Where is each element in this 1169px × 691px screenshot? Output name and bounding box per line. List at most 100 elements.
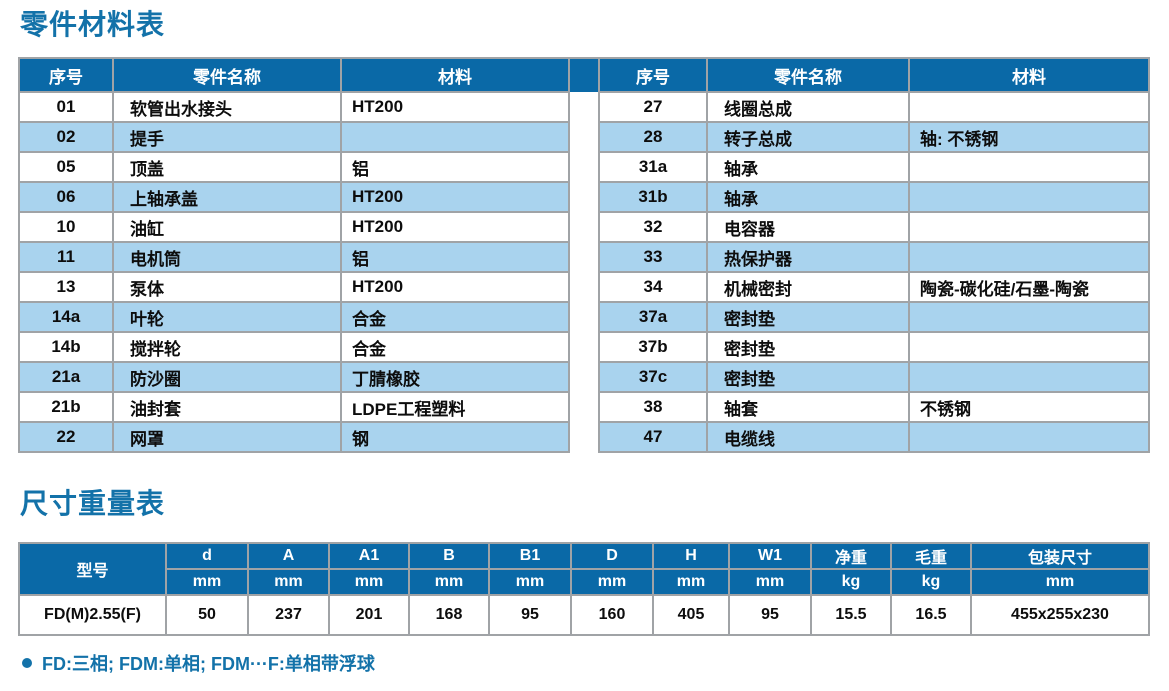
part-no: 06 [18,181,114,213]
dims-col-unit: mm [408,568,490,596]
part-name: 软管出水接头 [112,91,342,123]
part-name: 网罩 [112,421,342,453]
part-name: 轴套 [706,391,910,423]
model-cell: FD(M)2.55(F) [18,594,167,636]
table-row: 11 电机筒铝 33 热保护器 [18,241,1150,273]
part-name: 叶轮 [112,301,342,333]
part-material [908,181,1150,213]
part-material: 陶瓷-碳化硅/石墨-陶瓷 [908,271,1150,303]
dims-col-unit: kg [890,568,972,596]
part-no: 31a [598,151,708,183]
table-row: 14b 搅拌轮 合金 37b 密封垫 [18,331,1150,363]
dims-col-label: H [652,542,730,570]
table-row: 13 泵体 HT200 34 机械密封 陶瓷-碳化硅/石墨-陶瓷 [18,271,1150,303]
value-cell: 405 [652,594,730,636]
part-name: 线圈总成 [706,91,910,123]
dimensions-table-title: 尺寸重量表 [20,488,166,519]
table-spacer [568,122,600,152]
table-spacer [568,362,600,392]
col-header-name-right: 零件名称 [706,57,910,93]
dims-col-unit: mm [247,568,330,596]
table-spacer [568,92,600,122]
part-material: 铝 [340,241,570,273]
part-name: 泵体 [112,271,342,303]
dims-col-unit: kg [810,568,892,596]
table-spacer [568,242,600,272]
value-cell: 95 [488,594,572,636]
part-material: HT200 [340,91,570,123]
table-spacer [568,422,600,452]
part-material: 铝 [340,151,570,183]
part-no: 02 [18,121,114,153]
header-spacer [568,57,600,93]
part-name: 防沙圈 [112,361,342,393]
value-cell: 16.5 [890,594,972,636]
part-material: 轴: 不锈钢 [908,121,1150,153]
part-material: 钢 [340,421,570,453]
part-name: 提手 [112,121,342,153]
part-material: 不锈钢 [908,391,1150,423]
dims-col-label: B1 [488,542,572,570]
part-material [908,421,1150,453]
dims-col-label: 毛重 [890,542,972,570]
table-row: 22 网罩钢 47 电缆线 [18,421,1150,453]
col-header-no-right: 序号 [598,57,708,93]
part-no: 37b [598,331,708,363]
footnote-text: FD:三相; FDM:单相; FDM···F:单相带浮球 [42,654,375,674]
table-row: 14a 叶轮 合金 37a 密封垫 [18,301,1150,333]
part-material: LDPE工程塑料 [340,391,570,423]
value-cell: 201 [328,594,410,636]
part-material: 合金 [340,331,570,363]
value-cell: 168 [408,594,490,636]
part-no: 33 [598,241,708,273]
dims-col-unit: mm [165,568,249,596]
part-name: 轴承 [706,181,910,213]
table-spacer [568,272,600,302]
table-row: 06 上轴承盖 HT200 31b 轴承 [18,181,1150,213]
part-no: 21a [18,361,114,393]
part-no: 01 [18,91,114,123]
part-material: 丁腈橡胶 [340,361,570,393]
part-name: 油缸 [112,211,342,243]
dims-col-label: A [247,542,330,570]
part-name: 机械密封 [706,271,910,303]
parts-material-table: 序号 零件名称 材料 序号 零件名称 材料 01 软管出水接头 HT200 27 线圈总… [18,57,1150,453]
dims-col-unit: mm [488,568,572,596]
value-cell: 237 [247,594,330,636]
dims-table-body: FD(M)2.55(F) 50 237 201 168 95 160 405 95 15.5 16.… [18,594,1150,636]
part-name: 密封垫 [706,301,910,333]
table-spacer [568,392,600,422]
col-header-material-left: 材料 [340,57,570,93]
part-no: 38 [598,391,708,423]
table-row: FD(M)2.55(F) 50 237 201 168 95 160 405 95 15.5 16.… [18,594,1150,636]
value-cell: 455x255x230 [970,594,1150,636]
part-name: 转子总成 [706,121,910,153]
part-no: 21b [18,391,114,423]
table-spacer [568,332,600,362]
value-cell: 160 [570,594,654,636]
dimensions-weight-table: 型号 d A A1 B B1 D H W1 净重 毛重 包装尺寸 mm mm mm mm mm mm mm mm k… [18,542,1150,636]
col-header-model: 型号 [18,542,167,596]
part-no: 22 [18,421,114,453]
parts-table-header-row: 序号 零件名称 材料 序号 零件名称 材料 [18,57,1150,93]
col-header-name-left: 零件名称 [112,57,342,93]
part-name: 热保护器 [706,241,910,273]
part-material [908,301,1150,333]
part-name: 密封垫 [706,331,910,363]
dims-col-unit: mm [652,568,730,596]
col-header-no-left: 序号 [18,57,114,93]
part-name: 电机筒 [112,241,342,273]
table-spacer [568,152,600,182]
part-name: 轴承 [706,151,910,183]
table-row: 02 提手 28 转子总成 轴: 不锈钢 [18,121,1150,153]
part-no: 34 [598,271,708,303]
part-material [908,331,1150,363]
part-no: 28 [598,121,708,153]
part-name: 搅拌轮 [112,331,342,363]
part-material [908,241,1150,273]
part-no: 11 [18,241,114,273]
dims-col-label: 净重 [810,542,892,570]
part-no: 14b [18,331,114,363]
table-row: 21a 防沙圈 丁腈橡胶 37c 密封垫 [18,361,1150,393]
